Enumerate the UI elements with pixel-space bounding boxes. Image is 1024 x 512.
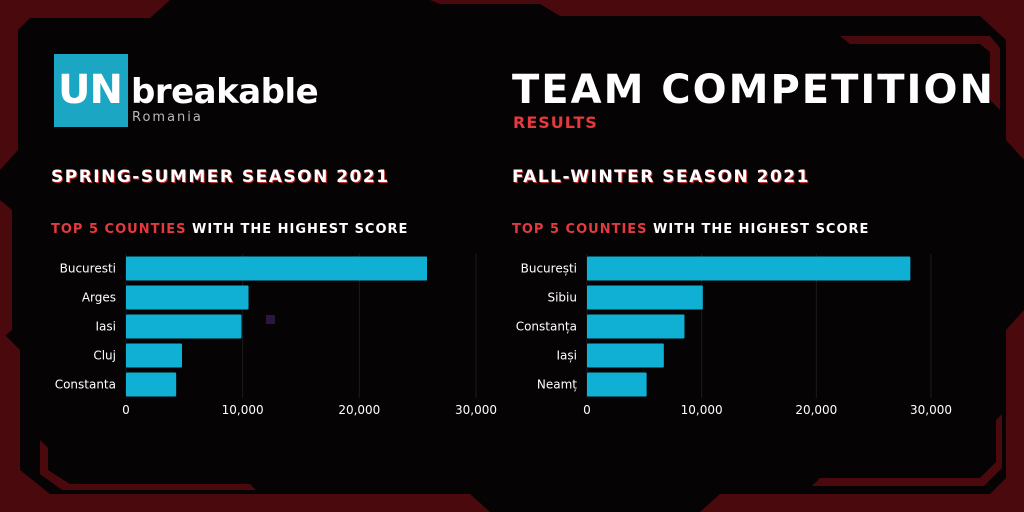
frame-inner-tr xyxy=(840,36,1000,110)
chart-1-title: SPRING-SUMMER SEASON 2021 xyxy=(51,167,390,187)
chart-1-subtitle: TOP 5 COUNTIES WITH THE HIGHEST SCORE xyxy=(51,222,408,238)
frame-inner-bl xyxy=(40,440,256,490)
chart-1-subtitle-highlight: TOP 5 COUNTIES xyxy=(51,222,187,237)
page-title: TEAM COMPETITION xyxy=(512,67,995,113)
chart-2-subtitle-rest: WITH THE HIGHEST SCORE xyxy=(647,222,870,237)
chart-1-subtitle-rest: WITH THE HIGHEST SCORE xyxy=(186,222,409,237)
frame-corner-bl xyxy=(0,330,490,512)
chart-2-subtitle: TOP 5 COUNTIES WITH THE HIGHEST SCORE xyxy=(512,222,869,238)
page-subtitle: RESULTS xyxy=(513,113,598,132)
frame-corner-tr xyxy=(430,0,1024,160)
decorative-square xyxy=(266,315,275,324)
logo-wordmark: breakable xyxy=(131,72,319,112)
frame-corner-tl xyxy=(0,0,170,170)
logo-un-text: UN xyxy=(58,67,123,113)
chart-2-title: FALL-WINTER SEASON 2021 xyxy=(512,167,810,187)
frame-left-strip xyxy=(0,200,12,340)
chart-2-subtitle-highlight: TOP 5 COUNTIES xyxy=(512,222,648,237)
frame-inner-br xyxy=(812,414,1002,486)
logo-badge xyxy=(54,54,128,127)
logo-country: Romania xyxy=(132,110,203,125)
